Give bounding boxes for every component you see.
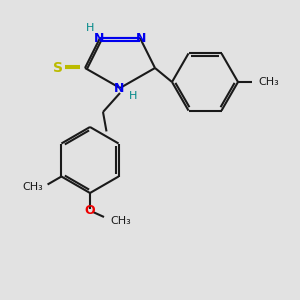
Text: H: H (129, 91, 137, 101)
Text: H: H (86, 23, 94, 33)
Text: CH₃: CH₃ (110, 216, 131, 226)
Text: N: N (136, 32, 146, 44)
Text: CH₃: CH₃ (258, 77, 279, 87)
Text: O: O (85, 203, 95, 217)
Text: N: N (114, 82, 124, 94)
Text: S: S (53, 61, 63, 75)
Text: CH₃: CH₃ (23, 182, 44, 191)
Text: N: N (94, 32, 104, 44)
